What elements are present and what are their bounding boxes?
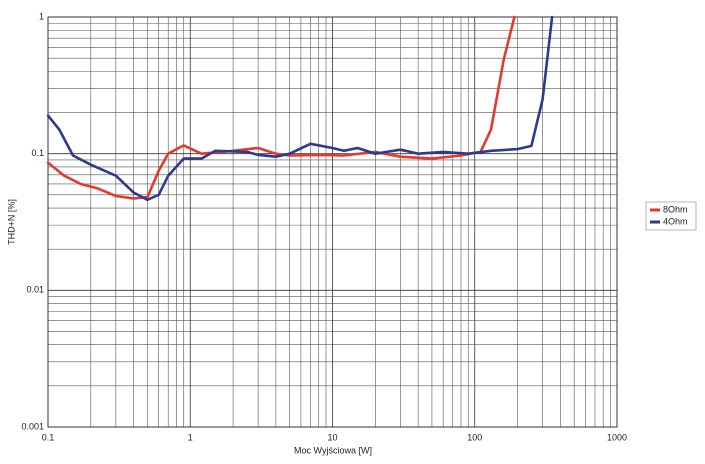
x-tick-label: 0.1 [42, 432, 55, 442]
series-line [46, 15, 516, 200]
y-tick-label: 1 [39, 11, 44, 21]
y-axis-label: THD+N [%] [6, 199, 16, 245]
y-tick-label: 0.1 [31, 148, 44, 158]
y-tick-label: 0.01 [26, 285, 44, 295]
legend-label: 4Ohm [663, 216, 688, 226]
y-tick-label: 0.001 [21, 421, 44, 431]
series-line [46, 15, 554, 202]
x-tick-label: 10 [327, 432, 337, 442]
x-tick-label: 100 [467, 432, 482, 442]
legend-label: 8Ohm [663, 204, 688, 214]
plot-frame [47, 16, 618, 428]
x-tick-label: 1 [188, 432, 193, 442]
x-tick-label: 1000 [607, 432, 627, 442]
x-axis-label: Moc Wyjściowa [W] [294, 445, 372, 455]
legend-box [645, 201, 697, 231]
